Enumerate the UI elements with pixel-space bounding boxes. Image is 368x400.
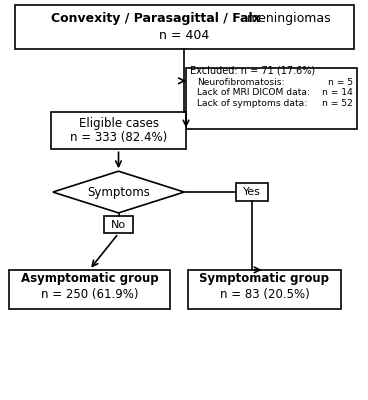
Text: Yes: Yes bbox=[243, 187, 261, 197]
FancyBboxPatch shape bbox=[51, 112, 186, 149]
Text: Symptoms: Symptoms bbox=[87, 186, 150, 198]
Text: Lack of symptoms data:: Lack of symptoms data: bbox=[197, 99, 307, 108]
Text: Symptomatic group: Symptomatic group bbox=[199, 272, 329, 285]
Text: Eligible cases: Eligible cases bbox=[78, 117, 159, 130]
Text: Convexity / Parasagittal / Falx: Convexity / Parasagittal / Falx bbox=[51, 12, 261, 25]
Text: n = 83 (20.5%): n = 83 (20.5%) bbox=[220, 288, 309, 301]
Text: meningiomas: meningiomas bbox=[247, 12, 332, 25]
Text: n = 5: n = 5 bbox=[328, 78, 353, 86]
Text: n = 404: n = 404 bbox=[159, 29, 209, 42]
FancyBboxPatch shape bbox=[188, 270, 341, 309]
Polygon shape bbox=[53, 171, 184, 213]
Text: n = 333 (82.4%): n = 333 (82.4%) bbox=[70, 131, 167, 144]
FancyBboxPatch shape bbox=[236, 183, 268, 201]
Text: n = 14: n = 14 bbox=[322, 88, 353, 97]
FancyBboxPatch shape bbox=[104, 216, 133, 233]
Text: Asymptomatic group: Asymptomatic group bbox=[21, 272, 158, 285]
Text: Lack of MRI DICOM data:: Lack of MRI DICOM data: bbox=[197, 88, 310, 97]
FancyBboxPatch shape bbox=[14, 5, 354, 49]
Text: n = 250 (61.9%): n = 250 (61.9%) bbox=[40, 288, 138, 301]
Text: Neurofibromatosis:: Neurofibromatosis: bbox=[197, 78, 284, 86]
Text: No: No bbox=[111, 220, 126, 230]
Text: Excluded: n = 71 (17.6%): Excluded: n = 71 (17.6%) bbox=[190, 65, 315, 75]
Text: n = 52: n = 52 bbox=[322, 99, 353, 108]
FancyBboxPatch shape bbox=[9, 270, 170, 309]
FancyBboxPatch shape bbox=[186, 68, 357, 130]
